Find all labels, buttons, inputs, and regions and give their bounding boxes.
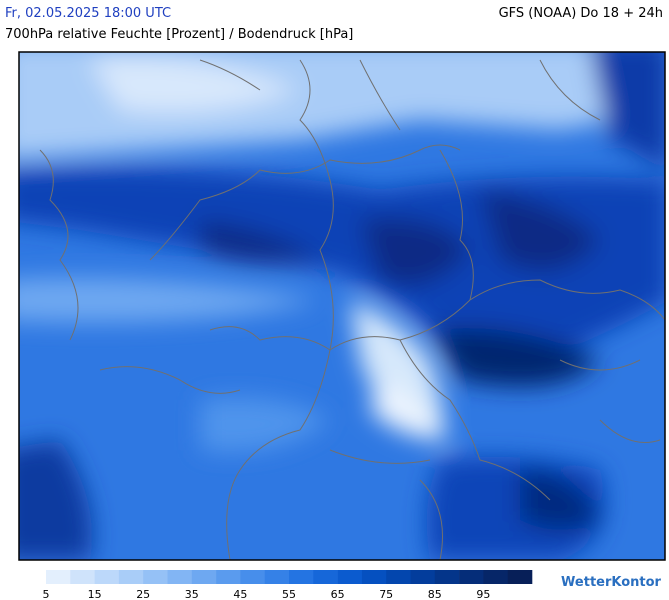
map-frame xyxy=(18,51,666,561)
colorbar-label: 45 xyxy=(233,588,247,600)
borders xyxy=(39,59,665,560)
colorbar-swatch xyxy=(46,570,71,584)
colorbar-swatch xyxy=(264,570,290,584)
humidity-field xyxy=(19,52,665,560)
datetime: Fr, 02.05.2025 18:00 UTC xyxy=(5,6,172,21)
colorbar-swatch xyxy=(191,570,217,584)
colorbar-label: 85 xyxy=(428,588,442,600)
colorbar-swatch xyxy=(70,570,95,584)
colorbar-swatch xyxy=(94,570,120,584)
colorbar-swatch xyxy=(507,570,533,584)
colorbar-label: 75 xyxy=(379,588,393,600)
colorbar-swatch xyxy=(459,570,484,584)
colorbar-swatch xyxy=(434,570,460,584)
colorbar: 5 15 25 35 45 55 65 75 85 95 xyxy=(43,570,533,600)
colorbar-swatch xyxy=(118,570,144,584)
model-run: GFS (NOAA) Do 18 + 24h xyxy=(498,6,663,21)
colorbar-label: 5 xyxy=(43,588,50,600)
colorbar-label: 25 xyxy=(136,588,150,600)
colorbar-swatch xyxy=(167,570,193,584)
subtitle: 700hPa relative Feuchte [Prozent] / Bode… xyxy=(5,27,354,42)
colorbar-swatch xyxy=(386,570,411,584)
colorbar-label: 15 xyxy=(88,588,102,600)
colorbar-swatch xyxy=(361,570,387,584)
colorbar-label: 65 xyxy=(331,588,345,600)
colorbar-swatch xyxy=(483,570,508,584)
colorbar-label: 35 xyxy=(185,588,199,600)
colorbar-label: 55 xyxy=(282,588,296,600)
colorbar-swatch xyxy=(143,570,168,584)
colorbar-swatch xyxy=(216,570,241,584)
colorbar-label: 95 xyxy=(476,588,490,600)
colorbar-swatch xyxy=(313,570,338,584)
brand-logo: WetterKontor xyxy=(561,575,662,590)
colorbar-swatch xyxy=(337,570,363,584)
colorbar-swatch xyxy=(289,570,314,584)
colorbar-swatch xyxy=(240,570,265,584)
colorbar-swatch xyxy=(410,570,436,584)
